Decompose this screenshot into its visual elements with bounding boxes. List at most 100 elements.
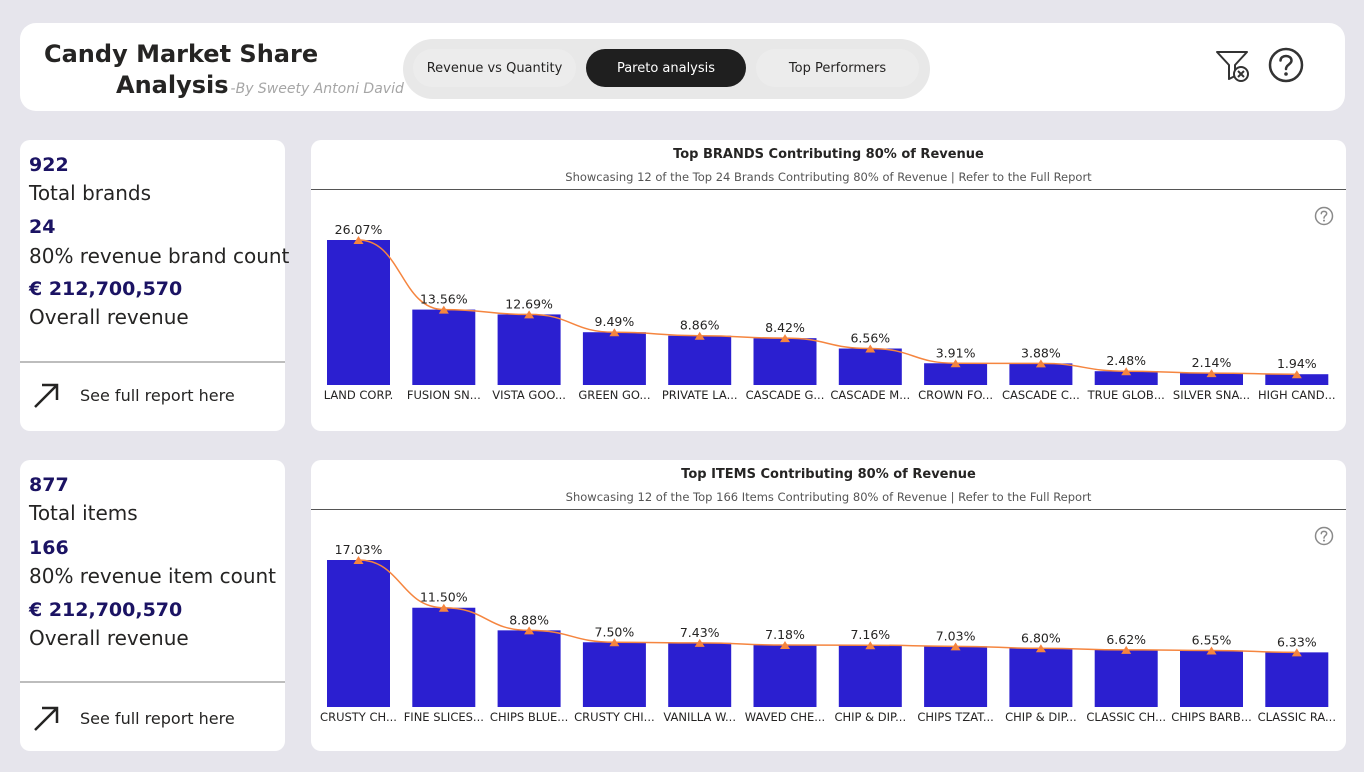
trend-marker [1291, 648, 1302, 657]
cumulative-trend-line [358, 559, 1297, 654]
chart-title: Top ITEMS Contributing 80% of Revenue [681, 467, 976, 482]
category-tick-label: CRUSTY CHI... [574, 710, 654, 724]
help-icon[interactable] [1267, 46, 1305, 84]
trend-marker [1206, 646, 1217, 655]
card-divider [20, 361, 285, 363]
trend-marker [609, 328, 620, 337]
bar [838, 348, 902, 385]
category-tick-label: CROWN FO... [918, 388, 993, 402]
clear-filter-icon[interactable] [1214, 46, 1252, 84]
data-label: 2.48% [1106, 353, 1146, 368]
bar [753, 645, 817, 707]
bar [1094, 649, 1158, 707]
bar [582, 332, 646, 385]
trend-marker [865, 641, 876, 650]
category-tick-label: CHIPS TZAT... [917, 710, 993, 724]
brands-full-report-link[interactable]: See full report here [32, 380, 235, 410]
tab-pareto-analysis[interactable]: Pareto analysis [586, 49, 746, 87]
chart-help-icon[interactable] [1314, 206, 1334, 226]
brands-full-report-label: See full report here [80, 385, 235, 405]
category-tick-label: CHIP & DIP... [834, 710, 906, 724]
item-count-label: 80% revenue item count [29, 564, 277, 588]
category-tick-label: CASCADE G... [746, 388, 825, 402]
data-label: 11.50% [420, 590, 468, 605]
trend-marker [1035, 644, 1046, 653]
category-tick-label: CASCADE M... [830, 388, 910, 402]
category-tick-label: CASCADE C... [1002, 388, 1080, 402]
category-tick-label: CLASSIC RA... [1258, 710, 1336, 724]
report-title-analysis: Analysis [116, 71, 229, 99]
trend-marker [865, 344, 876, 353]
category-tick-label: CHIP & DIP... [1005, 710, 1077, 724]
chart-help-icon[interactable] [1314, 526, 1334, 546]
data-label: 2.14% [1192, 355, 1232, 370]
tab-top-performers[interactable]: Top Performers [756, 49, 919, 87]
bar [924, 363, 988, 385]
report-title-line2: Analysis -By Sweety Antoni David [116, 71, 404, 99]
items-full-report-link[interactable]: See full report here [32, 703, 235, 733]
bar [412, 309, 476, 385]
brands-kpi-card: 922 Total brands 24 80% revenue brand co… [20, 140, 289, 431]
bar [327, 560, 390, 707]
data-label: 7.43% [680, 625, 720, 640]
items-pareto-chart: Top ITEMS Contributing 80% of Revenue Sh… [311, 460, 1346, 751]
data-label: 7.16% [850, 627, 890, 642]
data-label: 3.91% [936, 345, 976, 360]
trend-marker [780, 334, 790, 343]
trend-marker [438, 603, 449, 612]
bar [1009, 648, 1073, 707]
data-label: 7.50% [595, 624, 635, 639]
trend-marker [694, 331, 705, 340]
data-label: 8.88% [509, 612, 549, 627]
category-tick-label: GREEN GO... [578, 388, 650, 402]
page-navigator: Revenue vs Quantity Pareto analysis Top … [403, 39, 930, 99]
trend-marker [524, 626, 535, 635]
category-tick-label: TRUE GLOB... [1087, 388, 1165, 402]
bar [412, 607, 476, 707]
category-tick-label: VISTA GOO... [492, 388, 566, 402]
category-tick-label: VANILLA W... [663, 710, 736, 724]
category-tick-label: PRIVATE LA... [662, 388, 738, 402]
brands-revenue-label: Overall revenue [29, 305, 189, 329]
brand-count-value: 24 [29, 216, 56, 238]
bar [924, 646, 988, 707]
category-tick-label: CLASSIC CH... [1086, 710, 1166, 724]
items-full-report-label: See full report here [80, 708, 235, 728]
trend-marker [1035, 359, 1046, 368]
chart-subtitle: Showcasing 12 of the Top 166 Items Contr… [565, 490, 1092, 504]
trend-marker [1121, 367, 1132, 376]
data-label: 7.18% [765, 627, 805, 642]
bar [1094, 371, 1158, 385]
total-brands-value: 922 [29, 154, 69, 176]
data-label: 8.42% [765, 320, 805, 335]
trend-marker [609, 638, 620, 647]
header-bar: Candy Market Share Analysis -By Sweety An… [20, 23, 1345, 111]
data-label: 13.56% [420, 292, 468, 307]
bar [1009, 363, 1073, 385]
item-count-value: 166 [29, 537, 69, 559]
bar [668, 642, 732, 707]
bar [497, 314, 561, 385]
report-title: Candy Market Share [44, 40, 319, 68]
trend-marker [950, 359, 961, 368]
category-tick-label: CHIPS BARB... [1171, 710, 1252, 724]
bar [327, 240, 390, 385]
author-byline: -By Sweety Antoni David [230, 81, 404, 97]
total-items-label: Total items [29, 501, 138, 525]
trend-marker [353, 556, 364, 564]
data-label: 7.03% [936, 628, 976, 643]
chart-title-rule [311, 189, 1346, 190]
trend-marker [524, 310, 535, 319]
data-label: 6.55% [1192, 632, 1232, 647]
data-label: 9.49% [595, 314, 635, 329]
data-label: 17.03% [335, 542, 383, 557]
category-tick-label: CHIPS BLUE... [490, 710, 568, 724]
bar [838, 645, 902, 707]
brands-chart-plot: 26.07% LAND CORP. 13.56% FUSION SN... 12.69%… [324, 222, 1336, 402]
items-revenue-label: Overall revenue [29, 626, 189, 650]
tab-revenue-vs-quantity[interactable]: Revenue vs Quantity [413, 49, 576, 87]
data-label: 6.62% [1106, 632, 1146, 647]
data-label: 6.33% [1277, 634, 1317, 649]
bar [1180, 373, 1243, 385]
brands-pareto-chart: Top BRANDS Contributing 80% of Revenue S… [311, 140, 1346, 431]
